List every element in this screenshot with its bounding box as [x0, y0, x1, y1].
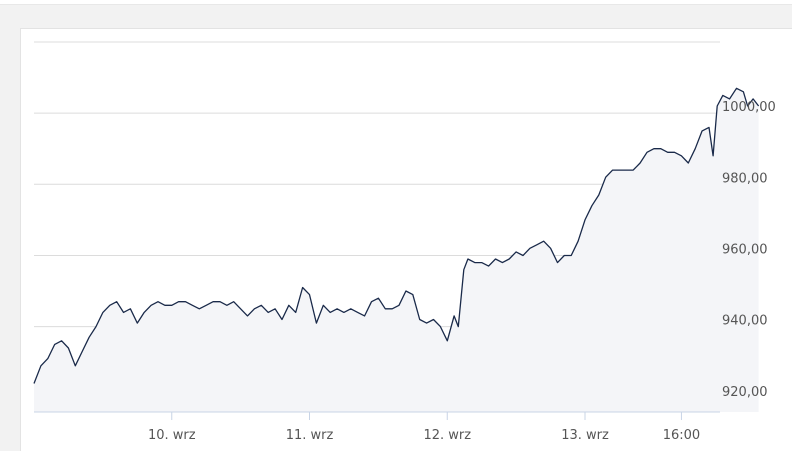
series-area-fill: [34, 88, 759, 413]
y-axis-ticks: 920,00 940,00 960,00 980,00 1000,00: [722, 100, 776, 400]
x-tick-label: 12. wrz: [423, 428, 471, 443]
x-axis-ticks: 10. wrz 11. wrz 12. wrz 13. wrz 16:00: [148, 412, 700, 443]
x-tick-label: 13. wrz: [561, 428, 609, 443]
series-line: [33, 87, 760, 384]
y-tick-label: 960,00: [722, 242, 768, 257]
top-strip: [0, 0, 792, 5]
y-tick-label: 1000,00: [722, 100, 776, 115]
y-tick-label: 980,00: [722, 171, 768, 186]
x-tick-label: 16:00: [663, 428, 700, 443]
x-tick-label: 10. wrz: [148, 428, 196, 443]
x-tick-label: 11. wrz: [286, 428, 334, 443]
y-tick-label: 920,00: [722, 385, 768, 400]
y-tick-label: 940,00: [722, 314, 768, 329]
